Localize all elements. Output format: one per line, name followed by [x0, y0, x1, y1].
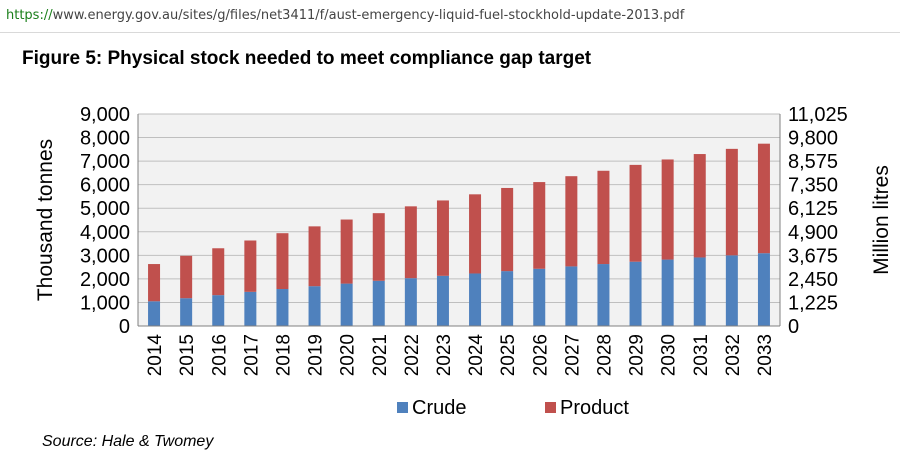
bar-product-2027: [565, 176, 578, 267]
x-tick-label: 2025: [498, 334, 519, 376]
bar-product-2015: [180, 255, 193, 299]
x-tick-label: 2019: [306, 334, 327, 376]
x-tick-label: 2020: [338, 334, 359, 376]
url-path: www.energy.gov.au/sites/g/files/net3411/…: [52, 8, 685, 23]
legend-swatch-crude: [397, 402, 408, 413]
y-tick-label: 5,000: [80, 198, 130, 220]
bar-crude-2014: [148, 301, 161, 326]
legend: Crude Product: [397, 397, 629, 419]
y-tick-label: 7,000: [80, 151, 130, 173]
x-tick-label: 2016: [209, 334, 230, 376]
y2-tick-label: 8,575: [788, 151, 838, 173]
bar-product-2016: [212, 248, 225, 296]
bar-product-2020: [340, 219, 353, 284]
bar-crude-2016: [212, 295, 225, 326]
x-tick-label: 2032: [723, 334, 744, 376]
legend-swatch-product: [545, 402, 556, 413]
bar-crude-2027: [565, 266, 578, 326]
bar-product-2022: [404, 206, 417, 279]
x-tick-label: 2026: [530, 334, 551, 376]
url-scheme: https://: [6, 8, 53, 23]
y-tick-label: 2,000: [80, 269, 130, 291]
bar-crude-2021: [372, 280, 385, 326]
y-tick-labels: 01,0002,0003,0004,0005,0006,0007,0008,00…: [80, 104, 130, 338]
x-tick-label: 2014: [145, 334, 166, 377]
y2-tick-label: 1,225: [788, 292, 838, 314]
y2-tick-label: 3,675: [788, 245, 838, 267]
bar-product-2018: [276, 233, 289, 290]
y2-tick-label: 2,450: [788, 269, 838, 291]
y-tick-label: 6,000: [80, 175, 130, 197]
bar-crude-2020: [340, 283, 353, 326]
x-tick-label: 2017: [241, 334, 262, 376]
x-tick-label: 2018: [273, 334, 294, 376]
url-text[interactable]: https://www.energy.gov.au/sites/g/files/…: [6, 8, 684, 23]
bar-product-2019: [308, 226, 321, 287]
bar-crude-2018: [276, 289, 289, 326]
bar-crude-2025: [501, 271, 514, 326]
bar-crude-2023: [436, 275, 449, 326]
bar-crude-2026: [533, 268, 546, 326]
bar-crude-2030: [661, 259, 674, 326]
bar-product-2031: [693, 154, 706, 258]
bar-product-2021: [372, 213, 385, 281]
legend-label-product: Product: [560, 397, 629, 419]
y-tick-label: 8,000: [80, 128, 130, 150]
address-bar[interactable]: https://www.energy.gov.au/sites/g/files/…: [0, 0, 900, 33]
y-tick-label: 1,000: [80, 292, 130, 314]
x-tick-label: 2022: [402, 334, 423, 376]
bar-crude-2028: [597, 264, 610, 326]
bar-crude-2017: [244, 291, 257, 326]
bar-product-2030: [661, 159, 674, 260]
y-tick-label: 4,000: [80, 222, 130, 244]
x-tick-label: 2031: [691, 334, 712, 376]
y2-tick-label: 4,900: [788, 222, 838, 244]
bar-crude-2015: [180, 298, 193, 326]
bar-crude-2019: [308, 286, 321, 326]
bar-crude-2032: [725, 255, 738, 326]
bar-product-2025: [501, 187, 514, 272]
y2-axis-label: Million litres: [870, 165, 893, 275]
x-tick-label: 2023: [434, 334, 455, 376]
bar-product-2028: [597, 170, 610, 265]
x-tick-label: 2033: [755, 334, 776, 376]
y-tick-label: 3,000: [80, 245, 130, 267]
bar-crude-2031: [693, 257, 706, 326]
y2-tick-label: 9,800: [788, 128, 838, 150]
bar-crude-2024: [469, 273, 482, 326]
bar-crude-2022: [404, 278, 417, 326]
x-tick-label: 2030: [659, 334, 680, 376]
y2-tick-label: 0: [788, 316, 799, 338]
bar-product-2032: [725, 148, 738, 256]
y2-tick-labels: 01,2252,4503,6754,9006,1257,3508,5759,80…: [788, 104, 848, 338]
y2-tick-label: 7,350: [788, 175, 838, 197]
x-tick-label: 2028: [594, 334, 615, 376]
x-tick-label: 2024: [466, 334, 487, 377]
bar-product-2014: [148, 264, 161, 302]
plot-area: [138, 114, 780, 326]
source-note: Source: Hale & Twomey: [42, 433, 214, 450]
y-tick-label: 0: [119, 316, 130, 338]
legend-label-crude: Crude: [412, 397, 466, 419]
y2-tick-label: 11,025: [788, 104, 848, 126]
x-tick-labels: 2014 2015 2016 2017 2018 2019 2020 2021 2022 2023…: [145, 334, 776, 377]
x-tick-label: 2029: [627, 334, 648, 376]
bar-product-2029: [629, 164, 642, 262]
bar-product-2024: [469, 194, 482, 274]
bar-crude-2029: [629, 261, 642, 326]
figure-title: Figure 5: Physical stock needed to meet …: [22, 48, 592, 69]
bar-crude-2033: [757, 253, 770, 326]
bar-product-2017: [244, 240, 257, 292]
bar-product-2033: [757, 143, 770, 254]
bar-product-2026: [533, 182, 546, 269]
bar-product-2023: [436, 200, 449, 276]
y-tick-label: 9,000: [80, 104, 130, 126]
stacked-bar-chart: 01,0002,0003,0004,0005,0006,0007,0008,00…: [34, 104, 893, 419]
x-tick-label: 2021: [370, 334, 391, 376]
bars: [148, 143, 770, 326]
y2-tick-label: 6,125: [788, 198, 838, 220]
x-tick-label: 2015: [177, 334, 198, 376]
y-axis-label: Thousand tonnes: [34, 139, 57, 301]
x-tick-label: 2027: [562, 334, 583, 376]
